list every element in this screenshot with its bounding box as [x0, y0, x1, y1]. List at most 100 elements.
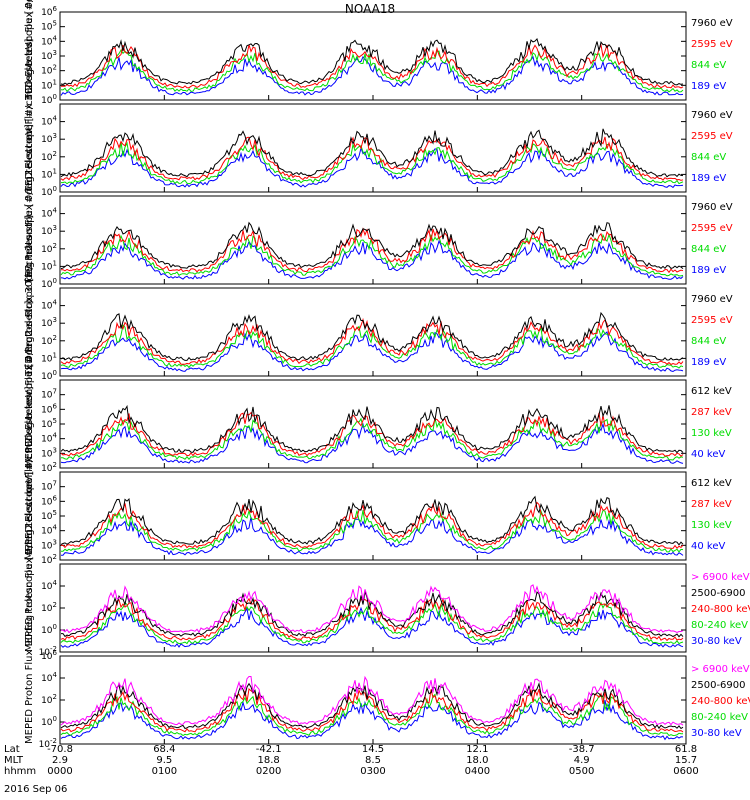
ytick-label-2-4: 104 — [41, 207, 57, 220]
series-6-1 — [61, 589, 684, 638]
series-0-2 — [60, 49, 684, 93]
xtick-lat-6: 61.8 — [674, 744, 698, 755]
series-5-3 — [61, 516, 684, 556]
series-1-3 — [60, 146, 684, 189]
ytick-label-1-1: 101 — [41, 167, 57, 180]
series-6-0 — [61, 584, 684, 634]
series-0-1 — [61, 43, 684, 89]
ytick-label-5-4: 104 — [41, 524, 57, 537]
xtick-hhmm-2: 0200 — [255, 766, 282, 777]
ytick-label-0-0: 100 — [41, 93, 57, 106]
xtick-lat-3: 14.5 — [361, 744, 385, 755]
series-0-3 — [60, 55, 684, 96]
legend-7-0: > 6900 keV — [691, 664, 750, 675]
ytick-label-2-2: 102 — [41, 242, 57, 255]
series-1-0 — [60, 128, 684, 178]
series-7-1 — [60, 681, 684, 730]
series-0-0 — [60, 38, 684, 86]
xtick-hhmm-3: 0300 — [360, 766, 386, 777]
legend-2-1: 2595 eV — [691, 223, 733, 234]
legend-2-3: 189 eV — [691, 265, 727, 276]
series-5-0 — [60, 495, 684, 546]
ytick-label-3-4: 104 — [41, 299, 57, 312]
series-3-2 — [60, 324, 684, 369]
ytick-label-4-5: 105 — [41, 417, 57, 430]
legend-3-1: 2595 eV — [691, 315, 733, 326]
xtick-lat-0: -70.8 — [47, 744, 73, 755]
ytick-label-6-0: 100 — [41, 623, 57, 636]
legend-4-0: 612 keV — [691, 386, 732, 397]
legend-0-0: 7960 eV — [691, 18, 733, 29]
legend-1-1: 2595 eV — [691, 131, 733, 142]
panel-frame-0 — [59, 11, 687, 101]
legend-7-2: 240-800 keV — [691, 696, 750, 707]
row-label-mlt: MLT — [4, 755, 23, 766]
ytick-label-1-4: 104 — [41, 115, 57, 128]
legend-4-1: 287 keV — [691, 407, 732, 418]
xtick-hhmm-6: 0600 — [673, 766, 699, 777]
series-6-3 — [60, 601, 684, 645]
legend-4-2: 130 keV — [691, 428, 732, 439]
series-7-3 — [60, 693, 683, 737]
legend-6-0: > 6900 keV — [691, 572, 750, 583]
legend-2-2: 844 eV — [691, 244, 727, 255]
legend-1-2: 844 eV — [691, 152, 727, 163]
legend-7-3: 80-240 keV — [691, 712, 749, 723]
xtick-lat-2: -42.1 — [255, 744, 282, 755]
ytick-label-3-0: 100 — [41, 369, 57, 382]
legend-7-4: 30-80 keV — [691, 728, 742, 739]
legend-3-0: 7960 eV — [691, 294, 733, 305]
ytick-label-2-0: 100 — [41, 277, 57, 290]
ytick-label-1-3: 103 — [41, 132, 57, 145]
row-label-lat: Lat — [4, 744, 20, 755]
legend-0-3: 189 eV — [691, 81, 727, 92]
legend-6-1: 2500-6900 — [691, 588, 746, 599]
xtick-mlt-3: 8.5 — [365, 755, 381, 766]
ytick-label-6-2: 102 — [41, 601, 57, 614]
xtick-mlt-4: 18.0 — [466, 755, 489, 766]
ytick-label-2-3: 103 — [41, 224, 57, 237]
series-3-1 — [60, 317, 684, 366]
ytick-label-4-2: 102 — [41, 461, 57, 474]
series-6-2 — [60, 597, 684, 642]
ytick-label-2-1: 101 — [41, 259, 57, 272]
legend-1-0: 7960 eV — [691, 110, 733, 121]
ytick-label-7-4: 104 — [41, 671, 57, 684]
xtick-hhmm-1: 0100 — [151, 766, 178, 777]
ytick-label-4-3: 103 — [41, 446, 57, 459]
series-2-0 — [60, 221, 684, 270]
xtick-hhmm-5: 0500 — [568, 766, 595, 777]
ylabel-7: MEPED Proton Flux 90deg telescope [#/cm2… — [24, 471, 35, 744]
legend-1-3: 189 eV — [691, 173, 727, 184]
legend-5-2: 130 keV — [691, 520, 732, 531]
series-2-1 — [60, 227, 684, 274]
legend-5-1: 287 keV — [691, 499, 732, 510]
xtick-mlt-0: 2.9 — [52, 755, 68, 766]
ytick-label-1-2: 102 — [41, 150, 57, 163]
ytick-label-0-3: 103 — [41, 49, 57, 62]
series-2-3 — [60, 239, 684, 280]
legend-5-0: 612 keV — [691, 478, 732, 489]
ytick-label-5-7: 107 — [41, 480, 57, 493]
xtick-mlt-5: 4.9 — [573, 755, 590, 766]
legend-0-2: 844 eV — [691, 60, 727, 71]
legend-5-3: 40 keV — [691, 541, 726, 552]
ytick-label-6-4: 104 — [41, 579, 57, 592]
series-1-1 — [60, 136, 684, 181]
ytick-label-0-6: 106 — [41, 5, 57, 18]
ytick-label-7-0: 100 — [41, 715, 57, 728]
xtick-hhmm-0: 0000 — [47, 766, 73, 777]
series-7-4 — [60, 699, 684, 741]
series-7-0 — [60, 675, 684, 726]
xtick-lat-1: 68.4 — [153, 744, 176, 755]
ytick-label-3-1: 101 — [41, 351, 57, 364]
legend-3-3: 189 eV — [691, 357, 727, 368]
legend-4-3: 40 keV — [691, 449, 726, 460]
ytick-label-1-0: 100 — [41, 185, 57, 198]
legend-0-1: 2595 eV — [691, 39, 733, 50]
xtick-lat-5: -38.7 — [568, 744, 595, 755]
ytick-label-5-5: 105 — [41, 509, 57, 522]
xtick-lat-4: 12.1 — [466, 744, 489, 755]
legend-6-4: 30-80 keV — [691, 636, 742, 647]
